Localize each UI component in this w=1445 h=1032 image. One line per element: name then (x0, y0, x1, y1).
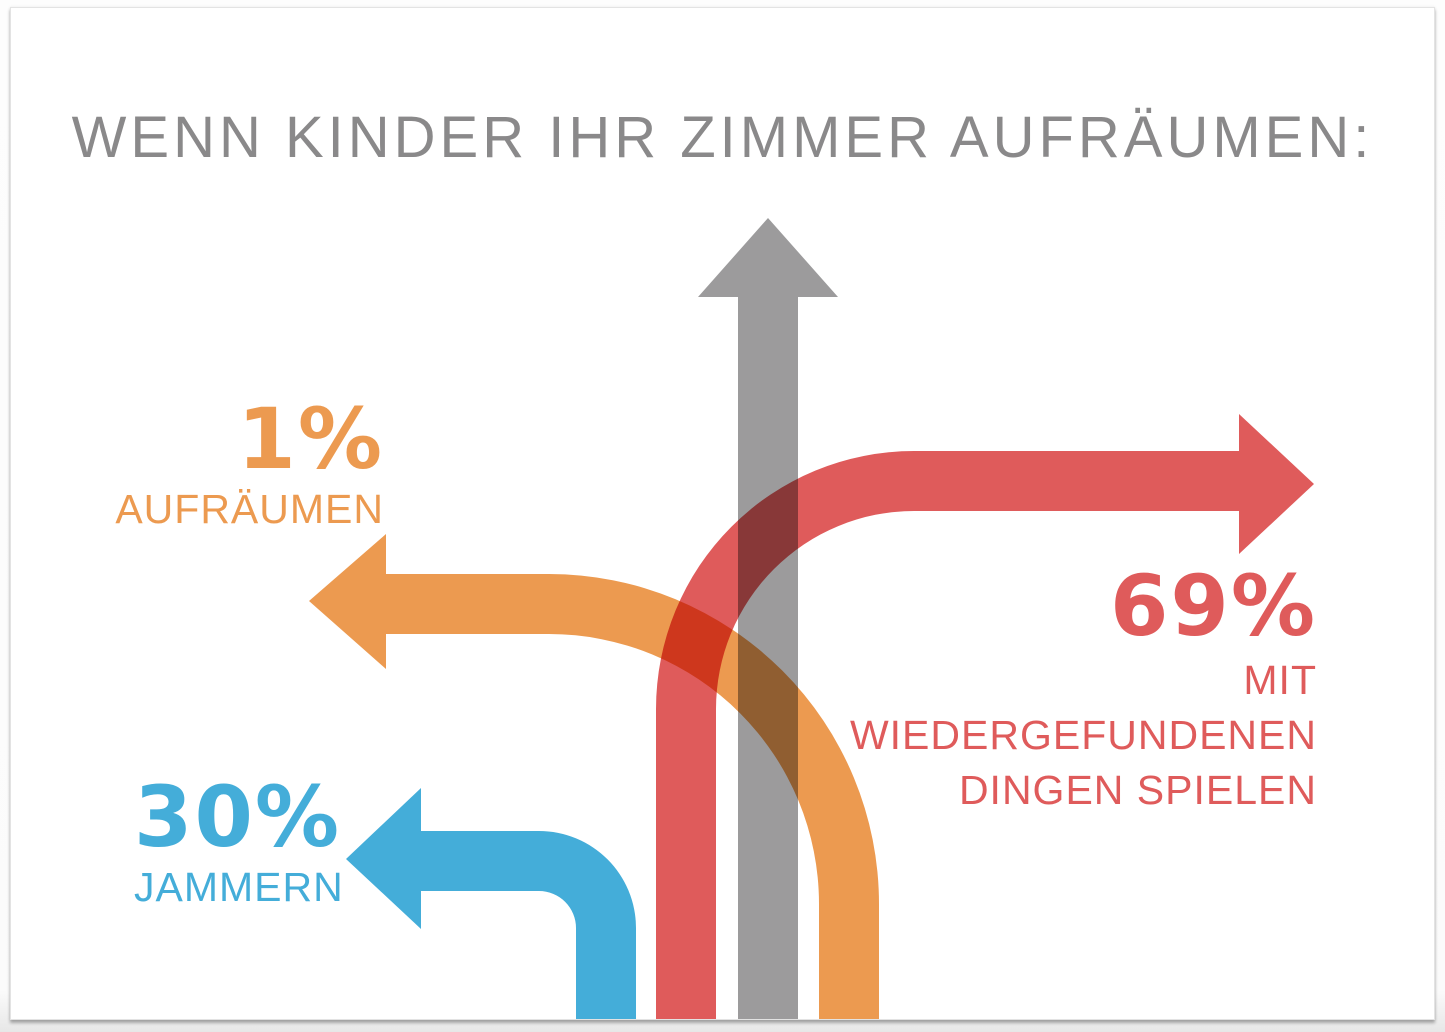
page-title: WENN KINDER IHR ZIMMER AUFRÄUMEN: (71, 105, 1374, 170)
stat-spielen-value: 69% (1109, 557, 1317, 655)
blue-left-arrow (346, 788, 636, 1019)
stat-spielen: 69% MIT WIEDERGEFUNDENEN DINGEN SPIELEN (850, 564, 1317, 813)
stat-spielen-label-line1: MIT (1243, 657, 1317, 703)
stat-spielen-label-line2: WIEDERGEFUNDENEN (849, 712, 1317, 758)
orange-left-arrow (309, 534, 879, 1019)
gray-up-arrow (698, 218, 838, 1019)
arrow-diagram (309, 218, 1314, 1019)
stat-aufraeumen-value: 1% (237, 390, 384, 488)
stat-spielen-label-line3: DINGEN SPIELEN (958, 767, 1317, 813)
red-right-arrow (656, 414, 1314, 1019)
infographic-card: WENN KINDER IHR ZIMMER AUFRÄUMEN: 1% AUF… (10, 7, 1435, 1020)
stat-jammern: 30% JAMMERN (134, 775, 344, 910)
stat-aufraeumen: 1% AUFRÄUMEN (115, 397, 384, 532)
stat-aufraeumen-label: AUFRÄUMEN (115, 486, 384, 532)
stat-jammern-value: 30% (134, 768, 342, 866)
stat-jammern-label: JAMMERN (134, 864, 344, 910)
